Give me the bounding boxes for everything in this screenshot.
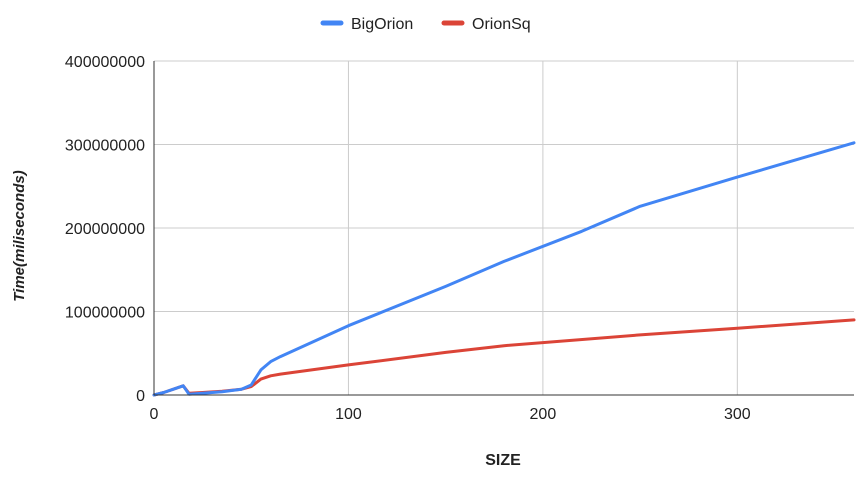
x-tick-label: 100 [335, 406, 362, 423]
legend: BigOrion OrionSq [320, 16, 531, 33]
series-line-bigorion [152, 141, 856, 397]
x-tick-label: 0 [150, 406, 159, 423]
series-line-orionsq [152, 318, 856, 397]
y-tick-label: 100000000 [65, 305, 145, 322]
x-tick-label: 300 [724, 406, 751, 423]
y-tick-label: 300000000 [65, 138, 145, 155]
legend-label-bigorion: BigOrion [351, 16, 413, 33]
series-lines [152, 141, 856, 397]
y-tick-label: 400000000 [65, 54, 145, 71]
y-tick-label: 200000000 [65, 221, 145, 238]
grid-lines [154, 60, 854, 395]
x-axis-title: SIZE [485, 452, 521, 469]
axes: 0 100000000 200000000 300000000 400000000 0 10… [65, 54, 854, 423]
y-axis-title: Time(miliseconds) [11, 170, 28, 301]
x-tick-label: 200 [530, 406, 557, 423]
legend-label-orionsq: OrionSq [472, 16, 531, 33]
y-tick-label: 0 [136, 388, 145, 405]
